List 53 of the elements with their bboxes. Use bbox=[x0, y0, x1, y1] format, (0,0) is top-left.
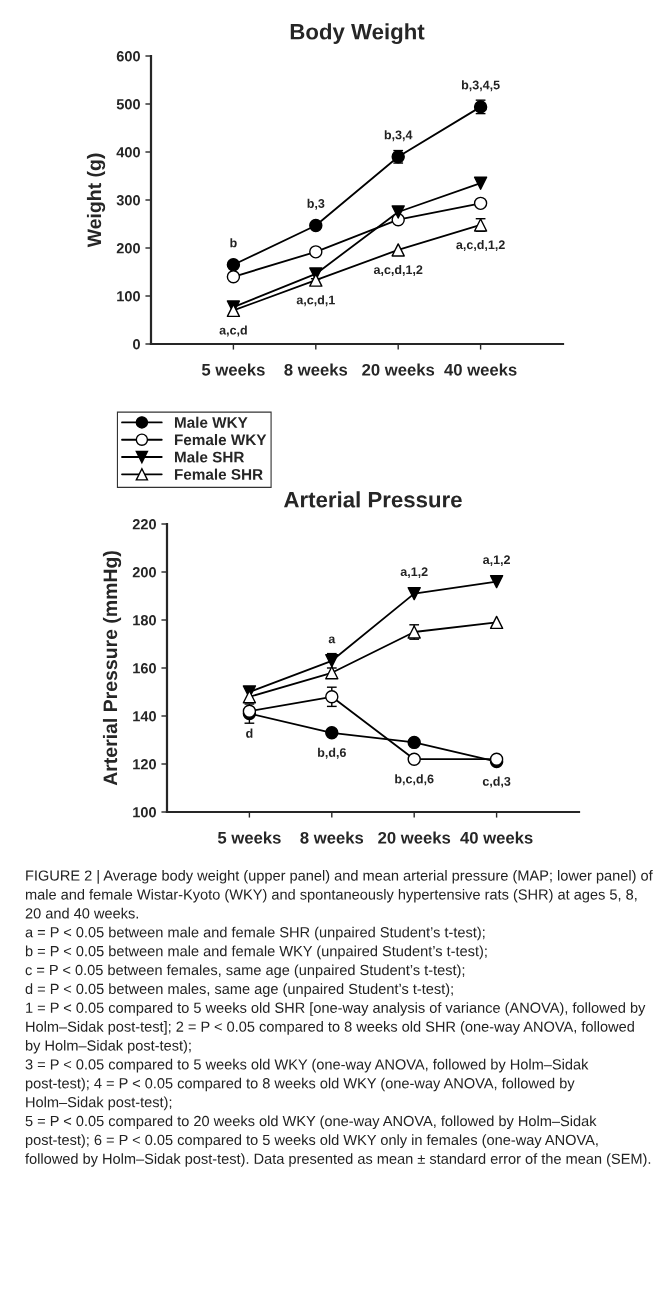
annotation: b,c,d,6 bbox=[395, 774, 434, 786]
y-tick-label: 200 bbox=[116, 243, 140, 254]
annotation: a,1,2 bbox=[400, 567, 428, 578]
x-tick-label: 20 weeks bbox=[362, 363, 435, 376]
chart-title: Arterial Pressure bbox=[284, 491, 462, 508]
y-tick-label: 500 bbox=[116, 99, 140, 110]
y-axis-title: Weight (g) bbox=[86, 153, 106, 248]
x-tick-label: 5 weeks bbox=[217, 831, 281, 844]
x-tick-label: 20 weeks bbox=[378, 831, 451, 844]
annotation: a,1,2 bbox=[483, 555, 510, 566]
y-tick-label: 100 bbox=[133, 807, 156, 818]
text: 3 = P < 0.05 compared to 5 weeks old WKY (one-way ANOVA, followed by Holm–Sidak post-test); 4 = P < 0.05 compared to 8 weeks old WKY (one-way ANOVA, followed by Holm–Sidak post-test); bbox=[25, 1058, 589, 1111]
text: b = P < 0.05 between male and female WKY (unpaired Student’s t-test); bbox=[25, 945, 487, 960]
caption: FIGURE 2 | Average body weight (upper panel) and mean arterial pressure (MAP; lower panel) of male and female Wistar-Kyoto (WKY) and spontaneously hypertensive rats (SHR) at ages 5, 8, 20 and 40 weeks. bbox=[25, 870, 653, 919]
legend-label: Male SHR bbox=[174, 451, 245, 463]
annotation: a,c,d bbox=[219, 325, 247, 337]
text: c = P < 0.05 between females, same age (unpaired Student’s t-test); bbox=[25, 964, 465, 979]
y-tick-label: 140 bbox=[133, 711, 156, 722]
y-tick-label: 200 bbox=[132, 567, 156, 578]
annotation: b,d,6 bbox=[318, 747, 346, 759]
annotation: c,d,3 bbox=[482, 776, 511, 788]
annotation: a bbox=[328, 636, 336, 644]
annotation: b,3,4 bbox=[384, 130, 413, 142]
x-tick-label: 40 weeks bbox=[444, 363, 517, 376]
y-tick-label: 220 bbox=[132, 519, 156, 530]
chart-title: Body Weight bbox=[290, 23, 425, 45]
text: 1 = P < 0.05 compared to 5 weeks old SHR [one-way analysis of variance (ANOVA), followed by Holm–Sidak post-test]; 2 = P < 0.05 compared to 8 weeks old SHR (one-way ANOVA, followed by Holm–Sidak post-test); bbox=[25, 1002, 646, 1054]
text: a = P < 0.05 between male and female SHR (unpaired Student’s t-test); bbox=[25, 926, 485, 941]
x-tick-label: 40 weeks bbox=[460, 831, 533, 844]
annotation: b,3,4,5 bbox=[461, 80, 500, 92]
y-tick-label: 400 bbox=[116, 147, 140, 158]
legend-label: Female SHR bbox=[174, 468, 263, 480]
y-tick-label: 160 bbox=[133, 663, 156, 674]
x-tick-label: 8 weeks bbox=[284, 363, 348, 376]
y-tick-label: 100 bbox=[117, 291, 140, 302]
y-tick-label: 120 bbox=[133, 759, 156, 770]
annotation: a,c,d,1,2 bbox=[373, 264, 423, 276]
text: 5 = P < 0.05 compared to 20 weeks old WKY (one-way ANOVA, followed by Holm–Sidak post-test); 6 = P < 0.05 compared to 5 weeks old WKY only in females (one-way ANOVA, followed by Holm–Sidak post-test). Data presented as mean ± standard error of the mean (SEM). bbox=[25, 1115, 651, 1167]
annotation: d bbox=[246, 728, 253, 738]
y-tick-label: 0 bbox=[133, 339, 140, 350]
annotation: b,3 bbox=[307, 198, 325, 210]
annotation: a,c,d,1 bbox=[296, 295, 335, 307]
x-tick-label: 5 weeks bbox=[201, 363, 265, 376]
text: d = P < 0.05 between males, same age (unpaired Student’s t-test); bbox=[25, 983, 453, 997]
legend-label: Female WKY bbox=[174, 434, 267, 446]
y-axis-title: Arterial Pressure (mmHg) bbox=[102, 551, 122, 786]
legend-label: Male WKY bbox=[174, 416, 248, 428]
annotation: a,c,d,1,2 bbox=[456, 239, 505, 251]
y-tick-label: 180 bbox=[133, 615, 156, 626]
annotation: b bbox=[230, 238, 237, 248]
y-tick-label: 300 bbox=[116, 195, 140, 206]
y-tick-label: 600 bbox=[116, 51, 140, 62]
x-tick-label: 8 weeks bbox=[300, 831, 364, 844]
